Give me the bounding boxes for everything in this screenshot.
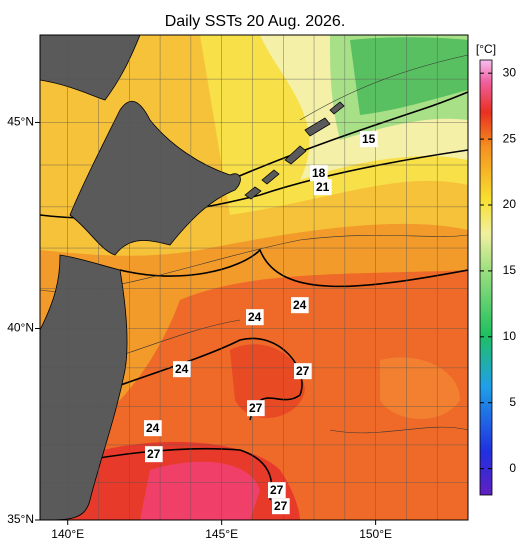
label-box [246,309,264,326]
label-box [310,165,328,182]
contour-label: 27 [296,364,310,378]
x-tick-label: 145°E [205,527,238,541]
colorbar-tick-label: 30 [503,65,517,79]
contour-label: 21 [316,180,330,194]
colorbar-tick-label: 15 [503,263,517,277]
label-box [314,179,332,196]
contour-label: 27 [147,447,161,461]
contour-label: 24 [248,310,262,324]
y-tick-label: 45°N [7,115,34,129]
contour-label: 27 [249,401,263,415]
colorbar [479,59,493,496]
label-box [272,498,290,515]
colorbar-tick-label: 20 [503,197,517,211]
x-tick-label: 150°E [359,527,392,541]
label-box [268,482,286,499]
contour-label: 24 [293,298,307,312]
label-box [173,361,191,378]
x-tick-label: 140°E [51,527,84,541]
land [40,35,345,520]
y-tick-label: 40°N [7,321,34,335]
colorbar-tick-label: 10 [503,329,517,343]
label-box [247,400,265,417]
label-box [145,446,163,463]
label-box [291,297,309,314]
colorbar-tick-label: 5 [509,395,516,409]
contour-label: 24 [146,421,160,435]
title: Daily SSTs 20 Aug. 2026. [165,13,346,30]
colorbar-unit: [°C] [476,42,496,56]
colorbar-tick-label: 25 [503,131,517,145]
y-tick-label: 35°N [7,512,34,526]
label-box [360,131,378,148]
contour-label: 27 [274,499,288,513]
contour-label: 24 [175,362,189,376]
contour-label: 27 [270,483,284,497]
colorbar-tick-label: 0 [509,461,516,475]
label-box [144,420,162,437]
sst-field [40,35,468,520]
label-box [294,363,312,380]
contour-label: 18 [312,166,326,180]
contour-label: 15 [362,132,376,146]
map-frame [39,34,469,521]
